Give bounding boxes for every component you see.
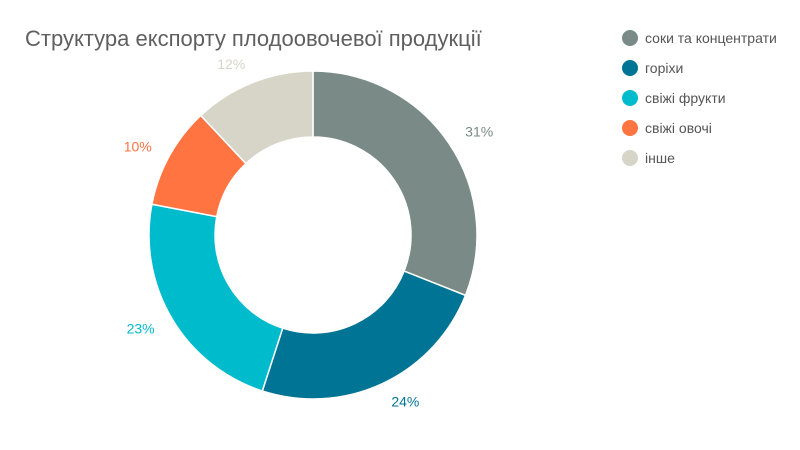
- chart-legend: соки та концентрати горіхи свіжі фрукти сві…: [622, 23, 777, 173]
- legend-item-1[interactable]: горіхи: [622, 53, 777, 83]
- chart-title: Структура експорту плодоовочевої продукц…: [25, 26, 482, 51]
- legend-swatch-0: [622, 30, 638, 46]
- legend-item-2[interactable]: свіжі фрукти: [622, 83, 777, 113]
- donut-slices: [148, 70, 478, 400]
- legend-label-0: соки та концентрати: [645, 30, 777, 46]
- legend-item-3[interactable]: свіжі овочі: [622, 113, 777, 143]
- slice-data-label-0: 31%: [465, 124, 493, 140]
- donut-slice-4: [199, 70, 314, 165]
- legend-swatch-3: [622, 120, 638, 136]
- slice-data-label-2: 23%: [127, 321, 155, 337]
- slice-data-label-3: 10%: [124, 138, 152, 154]
- legend-label-3: свіжі овочі: [645, 120, 712, 136]
- donut-slice-2: [148, 203, 284, 392]
- donut-slice-0: [312, 70, 478, 297]
- legend-label-4: інше: [645, 150, 675, 166]
- legend-item-4[interactable]: інше: [622, 143, 777, 173]
- slice-data-label-4: 12%: [217, 56, 245, 72]
- legend-swatch-2: [622, 90, 638, 106]
- legend-swatch-1: [622, 60, 638, 76]
- legend-swatch-4: [622, 150, 638, 166]
- donut-slice-labels: 31% 24% 23% 10% 12%: [124, 56, 493, 410]
- legend-item-0[interactable]: соки та концентрати: [622, 23, 777, 53]
- slice-data-label-1: 24%: [391, 393, 419, 409]
- legend-label-1: горіхи: [645, 60, 684, 76]
- legend-label-2: свіжі фрукти: [645, 90, 726, 106]
- donut-slice-1: [261, 270, 467, 400]
